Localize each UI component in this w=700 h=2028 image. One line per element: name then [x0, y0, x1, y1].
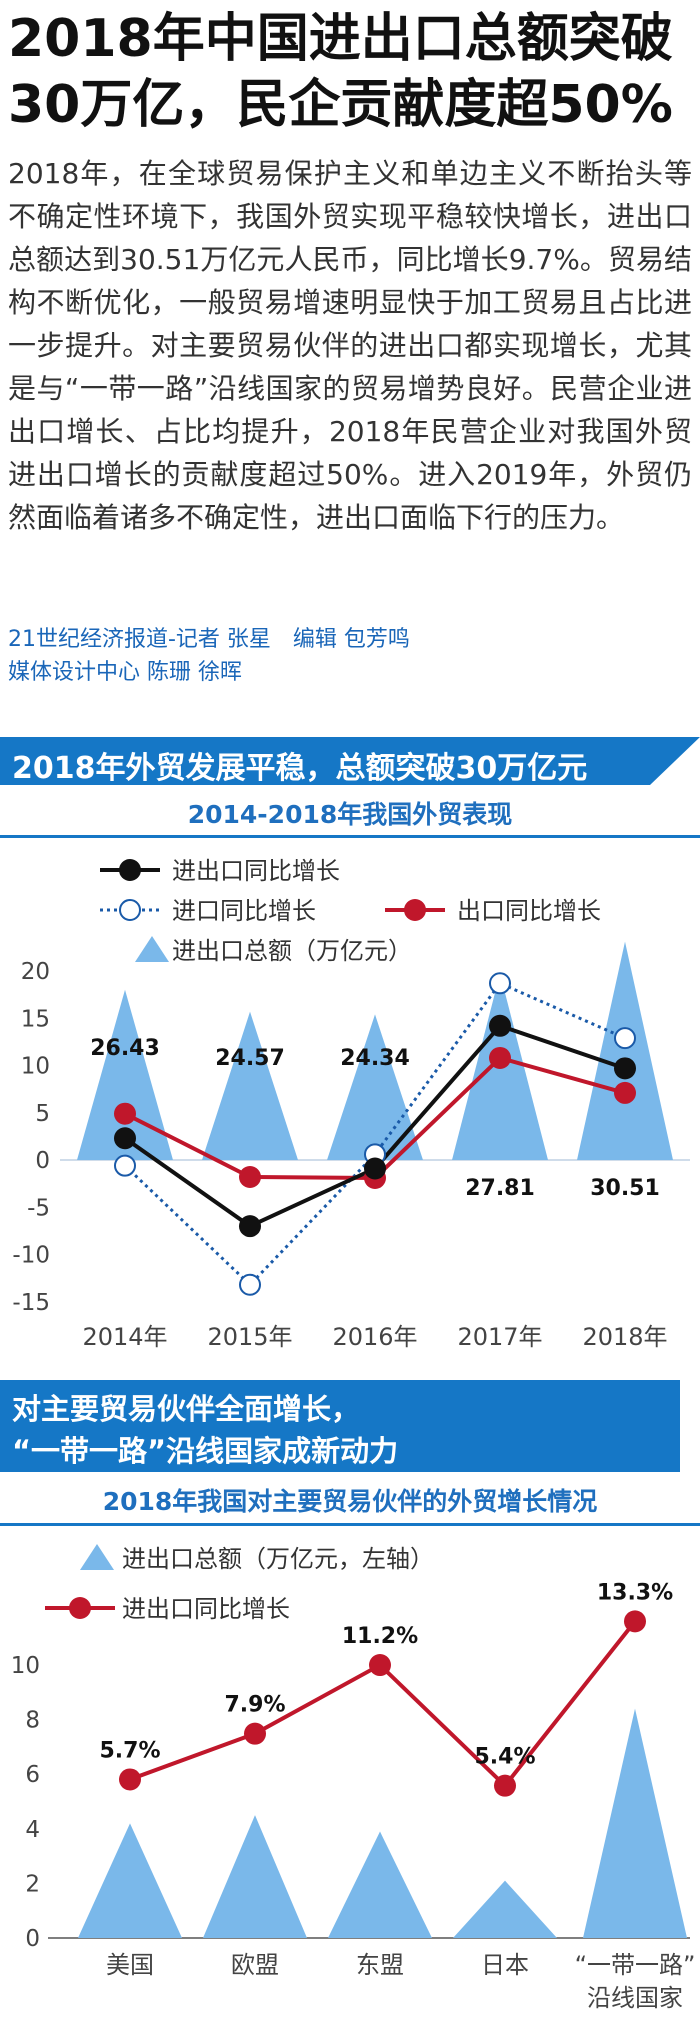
total-growth-point [614, 1057, 636, 1080]
y-tick-label: 0 [35, 1148, 50, 1174]
x-tick-label: 2015年 [207, 1323, 292, 1351]
y-tick-label: 10 [11, 1653, 40, 1679]
y-tick-label: 10 [21, 1054, 50, 1080]
y-tick-label: 6 [25, 1762, 40, 1788]
total-label-3: 24.34 [340, 1046, 410, 1071]
import-growth-point [239, 1273, 261, 1296]
section2-banner-cut [680, 1452, 700, 1472]
legend-total-growth-marker [119, 859, 141, 881]
y-tick-label: -15 [12, 1290, 50, 1316]
growth-point [244, 1722, 266, 1745]
y-tick-label: 5 [35, 1101, 50, 1127]
byline-reporter: 21世纪经济报道-记者 张星 编辑 包芳鸣 [8, 627, 410, 652]
import-growth-line [123, 981, 626, 1287]
total-growth-point [114, 1127, 136, 1150]
legend-growth-label: 进出口同比增长 [122, 1595, 290, 1623]
x-tick-label: 2014年 [82, 1323, 167, 1351]
total-triangle-3 [327, 1014, 423, 1160]
y-tick-label: -5 [27, 1195, 50, 1221]
legend-export-growth-label: 出口同比增长 [457, 897, 601, 925]
total-triangle-4 [453, 1880, 557, 1938]
growth-label-5: 13.3% [597, 1580, 673, 1605]
x-tick-label: 2016年 [332, 1323, 417, 1351]
x-tick-label: “一带一路” [575, 1951, 696, 1979]
x-tick-label: 2018年 [582, 1323, 667, 1351]
growth-point [494, 1774, 516, 1797]
total-label-4: 27.81 [465, 1176, 535, 1201]
chart2-rule [0, 1523, 700, 1526]
x-tick-label: 日本 [481, 1951, 529, 1979]
headline: 2018年中国进出口总额突破 30万亿，民企贡献度超50% [8, 6, 698, 138]
chart1-title: 2014-2018年我国外贸表现 [187, 800, 513, 829]
total-triangle-5 [577, 941, 673, 1160]
y-tick-label: 20 [21, 959, 50, 985]
x-tick-label: 美国 [106, 1951, 154, 1979]
section1-banner: 2018年外贸发展平稳，总额突破30万亿元 [0, 737, 650, 786]
chart2-title: 2018年我国对主要贸易伙伴的外贸增长情况 [102, 1487, 598, 1516]
x-tick-label-line2: 沿线国家 [587, 1984, 683, 2012]
legend-import-growth-label: 进口同比增长 [172, 897, 316, 925]
growth-point [624, 1610, 646, 1633]
section2-banner-line1: 对主要贸易伙伴全面增长， [12, 1392, 361, 1426]
section1-banner-text: 2018年外贸发展平稳，总额突破30万亿元 [12, 751, 588, 786]
legend-total-growth-label: 进出口同比增长 [172, 857, 340, 885]
legend-export-growth-marker [404, 899, 426, 921]
legend-total-label: 进出口总额（万亿元，左轴） [122, 1545, 434, 1573]
export-growth-point [239, 1166, 261, 1189]
total-label-2: 24.57 [215, 1046, 285, 1071]
total-label-1: 26.43 [90, 1036, 160, 1061]
y-tick-label: 2 [25, 1871, 40, 1897]
total-triangle-2 [202, 1011, 298, 1160]
growth-label-2: 7.9% [224, 1693, 285, 1718]
total-growth-point [364, 1157, 386, 1180]
y-tick-label: 8 [25, 1708, 40, 1734]
total-growth-point [239, 1215, 261, 1238]
section2-banner-line2: “一带一路”沿线国家成新动力 [12, 1434, 399, 1468]
total-triangle-1 [78, 1823, 182, 1938]
growth-label-1: 5.7% [99, 1738, 160, 1763]
export-growth-point [489, 1046, 511, 1069]
headline-line2: 30万亿，民企贡献度超50% [8, 75, 673, 135]
total-growth-point [489, 1014, 511, 1037]
y-tick-label: 0 [25, 1926, 40, 1952]
export-growth-point [614, 1081, 636, 1104]
section2-banner: 对主要贸易伙伴全面增长， “一带一路”沿线国家成新动力 [0, 1380, 680, 1472]
total-label-5: 30.51 [590, 1176, 660, 1201]
headline-line1: 2018年中国进出口总额突破 [8, 9, 673, 69]
legend-total-triangle [135, 936, 169, 962]
chart2-trade-partners: 进出口总额（万亿元，左轴） 进出口同比增长 10 8 6 4 2 0 5.7% 7.9% 11.2%… [11, 1544, 696, 2012]
import-growth-point [114, 1154, 136, 1177]
growth-point [119, 1768, 141, 1791]
export-growth-point [114, 1102, 136, 1125]
y-tick-label: 15 [21, 1006, 50, 1032]
article-body: 2018年，在全球贸易保护主义和单边主义不断抬头等不确定性环境下，我国外贸实现平… [8, 157, 692, 534]
x-tick-label: 东盟 [356, 1951, 404, 1979]
total-triangle-5 [583, 1708, 687, 1938]
legend-growth-marker [69, 1597, 91, 1619]
growth-label-3: 11.2% [342, 1624, 418, 1649]
growth-point [369, 1654, 391, 1677]
y-tick-label: 4 [25, 1817, 40, 1843]
legend-total-label: 进出口总额（万亿元） [172, 937, 412, 965]
total-triangle-1 [77, 989, 173, 1160]
growth-label-4: 5.4% [474, 1745, 535, 1770]
section1-banner-cut [630, 737, 700, 785]
byline-designer: 媒体设计中心 陈珊 徐晖 [8, 660, 242, 685]
total-triangle-3 [328, 1831, 432, 1938]
total-triangle-2 [203, 1815, 307, 1938]
x-tick-label: 欧盟 [231, 1951, 279, 1979]
y-tick-label: -10 [12, 1243, 50, 1269]
import-growth-point [489, 972, 511, 995]
import-growth-point [614, 1027, 636, 1050]
x-tick-label: 2017年 [457, 1323, 542, 1351]
chart1-rule [0, 835, 700, 838]
legend-import-growth-marker [119, 899, 141, 921]
legend-total-triangle [80, 1544, 114, 1570]
